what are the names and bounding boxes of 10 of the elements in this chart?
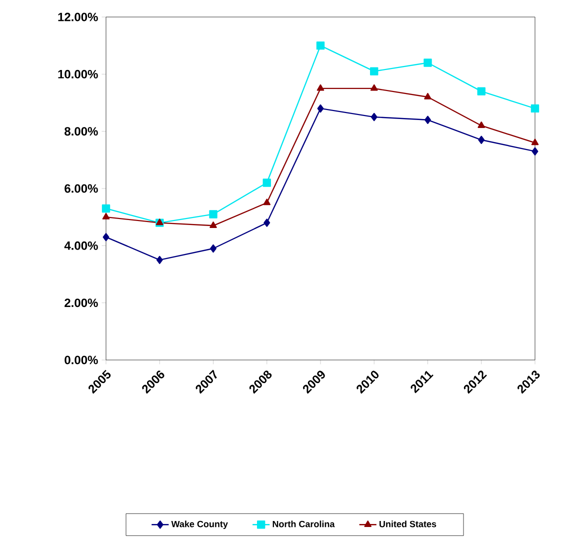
- y-tick-label: 10.00%: [58, 70, 98, 78]
- y-tick-label: 8.00%: [64, 127, 98, 136]
- legend-label: Wake County: [171, 520, 228, 529]
- y-tick-label: 6.00%: [64, 184, 98, 193]
- y-tick-label: 0.00%: [64, 356, 98, 364]
- y-tick-label: 4.00%: [64, 241, 98, 250]
- legend-label: United States: [380, 520, 436, 528]
- legend-label: North Carolina: [272, 520, 335, 528]
- y-tick-label: 12.00%: [58, 12, 98, 22]
- y-tick-label: 2.00%: [64, 298, 98, 308]
